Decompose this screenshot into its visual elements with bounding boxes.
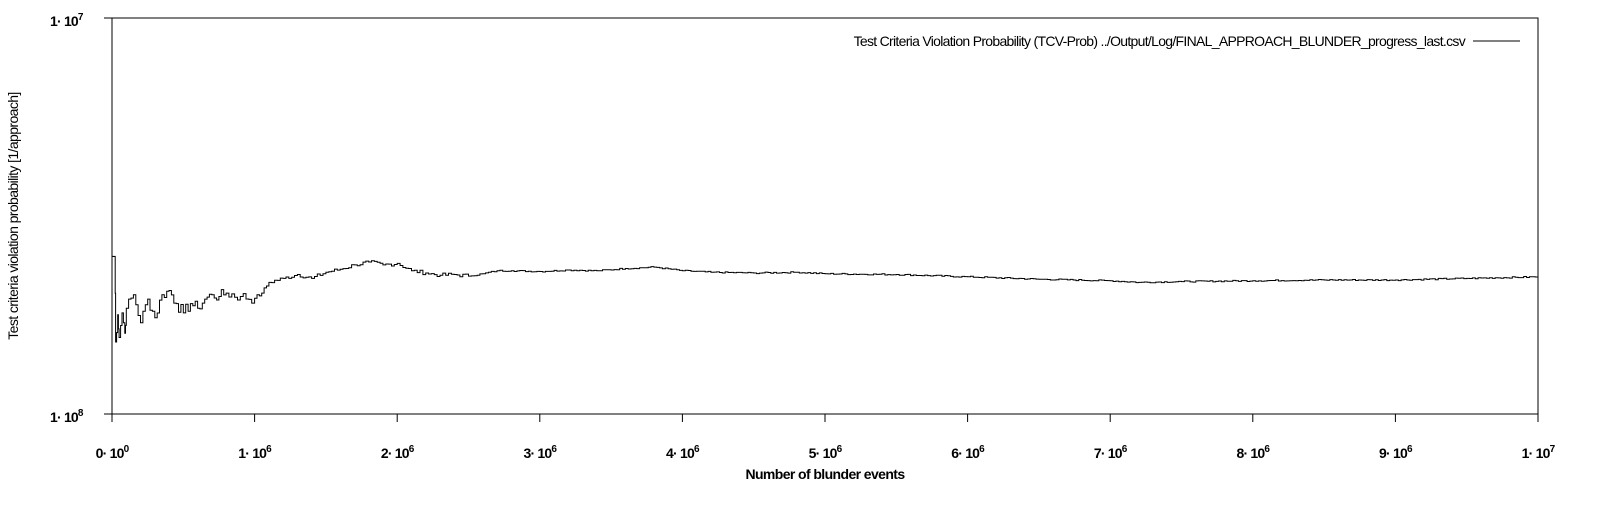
x-tick-label: 9· 106 bbox=[1379, 444, 1413, 461]
x-tick-label: 1· 106 bbox=[238, 444, 272, 461]
x-tick-label: 0· 100 bbox=[96, 444, 130, 461]
x-tick-label: 4· 106 bbox=[666, 444, 700, 461]
plot-frame bbox=[111, 17, 1539, 415]
legend: Test Criteria Violation Probability (TCV… bbox=[854, 33, 1520, 49]
x-tick-label: 2· 106 bbox=[381, 444, 415, 461]
x-axis-label: Number of blunder events bbox=[745, 466, 905, 482]
y-tick-label: 1· 108 bbox=[50, 408, 84, 425]
x-tick-label: 8· 106 bbox=[1236, 444, 1270, 461]
x-tick-label: 3· 106 bbox=[523, 444, 557, 461]
x-tick-label: 5· 106 bbox=[809, 444, 843, 461]
legend-entry-label: Test Criteria Violation Probability (TCV… bbox=[854, 33, 1466, 49]
y-tick-label: 1· 107 bbox=[50, 12, 84, 29]
y-axis-label: Test criteria violation probability [1/a… bbox=[5, 92, 21, 339]
x-tick-label: 7· 106 bbox=[1094, 444, 1128, 461]
x-tick-label: 6· 106 bbox=[951, 444, 985, 461]
series-line bbox=[112, 255, 1539, 343]
x-tick-label: 1· 107 bbox=[1522, 444, 1556, 461]
y-axis-ticks: 1· 107 1· 108 bbox=[50, 12, 112, 425]
x-axis-ticks: 0· 100 1· 106 2· 106 3· 106 4· 106 5· 106 6· 1… bbox=[96, 414, 1556, 461]
